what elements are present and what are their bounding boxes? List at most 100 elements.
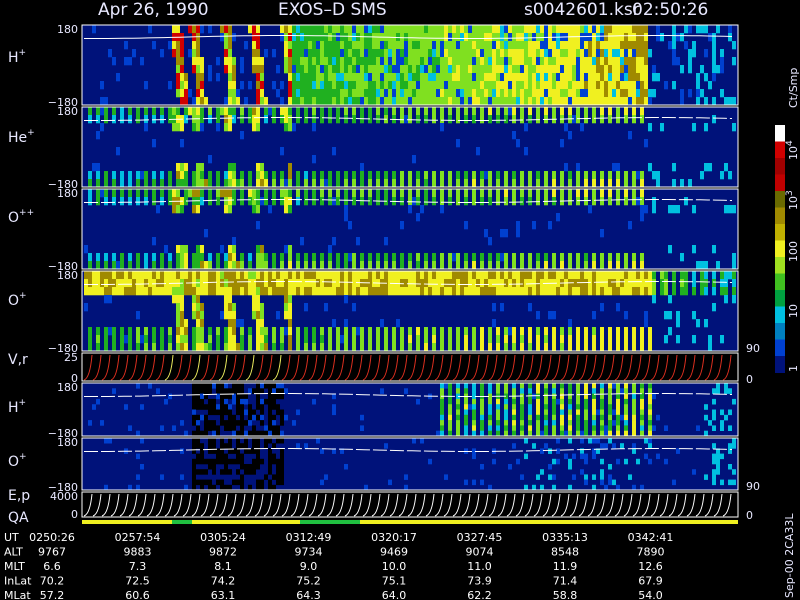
spectrogram-cell (240, 81, 244, 90)
spectrogram-cell (564, 81, 568, 90)
spectrogram-cell (284, 205, 288, 214)
spectrogram-cell (592, 448, 596, 454)
spectrogram-cell (624, 89, 628, 98)
spectrogram-cell (656, 73, 660, 82)
spectrogram-cell (220, 458, 224, 465)
spectrogram-cell (336, 279, 340, 288)
spectrogram-cell (352, 41, 356, 50)
spectrogram-cell (444, 73, 448, 82)
spectrogram-cell (420, 41, 424, 50)
spectrogram-cell (616, 171, 620, 180)
spectrogram-cell (464, 479, 468, 486)
spectrogram-cell (336, 171, 340, 180)
spectrogram-cell (352, 303, 356, 312)
spectrogram-cell (192, 311, 196, 320)
spectrogram-cell (432, 49, 436, 58)
spectrogram-cell (328, 89, 332, 98)
spectrogram-cell (568, 383, 572, 389)
spectrogram-cell (404, 287, 408, 296)
spectrogram-cell (264, 271, 268, 280)
spectrogram-cell (592, 57, 596, 66)
spectrogram-cell (192, 189, 196, 198)
spectrogram-cell (504, 33, 508, 42)
spectrogram-cell (276, 65, 280, 74)
spectrogram-cell (216, 287, 220, 296)
footer-note-text: Sep-00 2CA33L (783, 513, 796, 598)
spectrogram-cell (324, 271, 328, 280)
spectrogram-cell (220, 420, 224, 426)
spectrogram-cell (424, 287, 428, 296)
spectrogram-cell (272, 107, 276, 116)
spectrogram-cell (200, 388, 204, 394)
spectrogram-cell (540, 57, 544, 66)
spectrogram-cell (644, 41, 648, 50)
spectrogram-cell (548, 287, 552, 296)
spectrogram-cell (248, 420, 252, 426)
spectrogram-cell (472, 271, 476, 280)
spectrogram-cell (724, 414, 728, 421)
spectrogram-cell (712, 474, 716, 480)
spectrogram-cell (560, 261, 564, 270)
spectrogram-cell (176, 65, 180, 74)
spectrogram-cell (472, 65, 476, 74)
spectrogram-cell (484, 171, 488, 180)
spectrogram-cell (316, 49, 320, 58)
spectrogram-cell (448, 388, 452, 394)
spectrogram-cell (720, 479, 724, 486)
spectrogram-cell (212, 484, 216, 491)
spectrogram-cell (252, 458, 256, 465)
spectrogram-cell (252, 409, 256, 416)
spectrogram-cell (716, 464, 720, 470)
spectrogram-cell (224, 205, 228, 214)
spectrogram-cell (232, 287, 236, 296)
spectrogram-cell (464, 404, 468, 410)
spectrogram-cell (732, 479, 736, 486)
spectrogram-cell (528, 107, 532, 116)
spectrogram-cell (592, 388, 596, 394)
spectrogram-cell (176, 205, 180, 214)
spectrogram-cell (180, 253, 184, 262)
spectrogram-cell (380, 81, 384, 90)
spectrogram-cell (228, 404, 232, 410)
spectrogram-cell (336, 179, 340, 188)
spectrogram-cell (512, 443, 516, 449)
spectrogram-cell (256, 327, 260, 336)
spectrogram-cell (216, 409, 220, 416)
spectrogram-cell (192, 383, 196, 389)
spectrogram-cell (624, 261, 628, 270)
spectrogram-cell (552, 57, 556, 66)
spectrogram-cell (284, 295, 288, 304)
spectrogram-cell (248, 81, 252, 90)
spectrogram-cell (536, 49, 540, 58)
y-tick-label: 180 (57, 381, 78, 394)
spectrogram-cell (152, 197, 156, 206)
spectrogram-cell (184, 245, 188, 254)
spectrogram-cell (536, 311, 540, 320)
spectrogram-cell (528, 25, 532, 34)
sweep-curve (533, 354, 543, 381)
spectrogram-cell (260, 383, 264, 389)
spectrogram-cell (384, 287, 388, 296)
spectrogram-cell (632, 443, 636, 449)
spectrogram-cell (332, 393, 336, 400)
spectrogram-cell (416, 57, 420, 66)
spectrogram-cell (256, 404, 260, 410)
spectrogram-cell (472, 107, 476, 116)
spectrogram-cell (428, 41, 432, 50)
spectrogram-cell (652, 89, 656, 98)
spectrogram-cell (552, 388, 556, 394)
spectrogram-cell (260, 171, 264, 180)
spectrogram-cell (256, 89, 260, 98)
spectrogram-cell (672, 25, 676, 34)
spectrogram-cell (544, 41, 548, 50)
spectrogram-cell (572, 57, 576, 66)
spectrogram-cell (560, 139, 564, 148)
spectrogram-cell (260, 398, 264, 405)
spectrogram-cell (604, 41, 608, 50)
spectrogram-cell (592, 253, 596, 262)
spectrogram-cell (492, 303, 496, 312)
spectrogram-cell (620, 49, 624, 58)
spectrogram-cell (324, 41, 328, 50)
spectrogram-cell (560, 49, 564, 58)
spectrogram-cell (312, 81, 316, 90)
